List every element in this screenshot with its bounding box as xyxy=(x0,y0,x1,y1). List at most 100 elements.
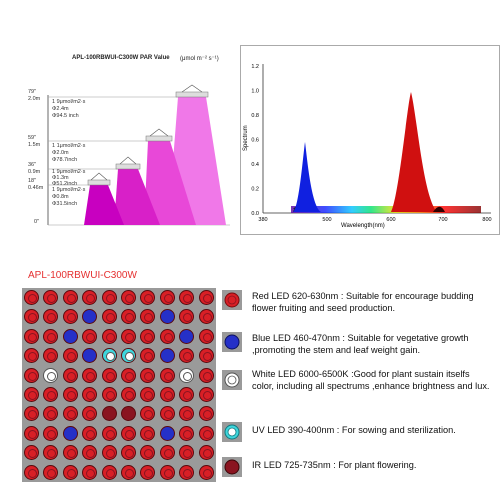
beam-2 xyxy=(114,169,160,225)
beam-3 xyxy=(144,141,196,225)
red-led xyxy=(24,387,39,402)
blue-peak xyxy=(293,142,321,212)
level-diameter-m: Φ2.4m xyxy=(52,106,69,112)
level-diameter-in: Φ78.7inch xyxy=(52,157,78,163)
red-led xyxy=(179,406,195,422)
red-led xyxy=(62,406,78,422)
red-led xyxy=(198,406,214,422)
red-led xyxy=(121,464,136,480)
red-led xyxy=(43,290,59,305)
spectrum-ytick: 0.8 xyxy=(251,113,259,119)
red-led xyxy=(82,406,98,422)
spectrum-xtick: 800 xyxy=(482,217,491,223)
red-led xyxy=(43,425,59,441)
spectrum-xtick: 700 xyxy=(438,217,447,223)
level-feet: 79" xyxy=(28,89,37,95)
spectrum-ylabel: Spectrum xyxy=(243,125,249,151)
par-panel: APL-100RBWUI-C300W PAR Value (μmol m⁻² s… xyxy=(0,45,240,235)
red-led xyxy=(179,309,195,325)
led-grid xyxy=(22,288,216,482)
red-led xyxy=(159,328,175,344)
red-led xyxy=(82,290,98,305)
uv-led xyxy=(121,348,136,364)
spectrum-ytick: 1.0 xyxy=(251,89,259,95)
red-led xyxy=(82,425,98,441)
uv-led-icon xyxy=(222,422,242,442)
level-feet: 0" xyxy=(34,219,40,225)
red-led xyxy=(24,309,39,325)
red-led xyxy=(82,367,98,383)
red-led xyxy=(198,464,214,480)
white-led-icon xyxy=(222,370,242,390)
red-led xyxy=(43,464,59,480)
level-diameter-m: Φ0.8m xyxy=(52,194,69,200)
red-led xyxy=(140,348,156,364)
par-unit: (μmol m⁻² s⁻¹) xyxy=(180,56,219,62)
red-led xyxy=(43,348,59,364)
red-led xyxy=(43,309,59,325)
spectrum-ytick: 0.6 xyxy=(251,138,259,144)
par-title: APL-100RBWUI-C300W PAR Value xyxy=(72,55,170,61)
red-led xyxy=(101,309,117,325)
red-led xyxy=(43,406,59,422)
level-meters: 0.9m xyxy=(28,169,41,175)
spectrum-xlabel: Wavelength(nm) xyxy=(341,223,385,229)
lamp-icon xyxy=(87,179,111,186)
blue-led xyxy=(62,425,78,441)
red-led xyxy=(198,290,214,305)
red-led xyxy=(121,387,136,402)
red-led xyxy=(198,309,214,325)
ir-led xyxy=(101,406,117,422)
red-led xyxy=(121,425,136,441)
white-led xyxy=(179,367,195,383)
red-led xyxy=(140,425,156,441)
red-led xyxy=(140,328,156,344)
red-led xyxy=(24,367,39,383)
red-led xyxy=(62,348,78,364)
level-diameter-in: Φ31.5inch xyxy=(52,201,78,207)
red-led xyxy=(101,425,117,441)
spectrum-chart: 0.0 0.2 0.4 0.6 0.8 1.0 1.2 380 500 600 700 800 xyxy=(251,64,492,223)
red-led-icon xyxy=(222,290,242,310)
red-led xyxy=(179,290,195,305)
red-led xyxy=(198,328,214,344)
red-led xyxy=(159,290,175,305)
level-diameter-in: Φ51.2inch xyxy=(52,181,78,187)
red-led xyxy=(43,387,59,402)
red-led xyxy=(62,387,78,402)
spectrum-ytick: 1.2 xyxy=(251,64,259,70)
level-diameter-m: Φ1.3m xyxy=(52,175,69,181)
red-led xyxy=(159,406,175,422)
red-led xyxy=(198,387,214,402)
red-led xyxy=(121,445,136,461)
lamp-icon xyxy=(175,91,209,98)
level-meters: 1.5m xyxy=(28,142,41,148)
red-led xyxy=(179,387,195,402)
red-led xyxy=(140,367,156,383)
red-led xyxy=(101,464,117,480)
red-led xyxy=(121,309,136,325)
par-diagram xyxy=(47,84,230,226)
red-led xyxy=(159,464,175,480)
ir-led-icon xyxy=(222,457,242,477)
level-feet: 18" xyxy=(28,178,37,184)
red-led xyxy=(101,367,117,383)
blue-led xyxy=(62,328,78,344)
red-led xyxy=(43,445,59,461)
red-led xyxy=(101,290,117,305)
red-led xyxy=(159,445,175,461)
level-meters: 0.46m xyxy=(28,185,44,191)
spectrum-xtick: 600 xyxy=(386,217,395,223)
red-led xyxy=(101,445,117,461)
red-led xyxy=(43,328,59,344)
level-meters: 2.0m xyxy=(28,96,41,102)
red-led xyxy=(198,348,214,364)
lamp-icon xyxy=(145,135,173,142)
red-led xyxy=(101,328,117,344)
red-led xyxy=(82,387,98,402)
red-led xyxy=(179,348,195,364)
white-led xyxy=(43,367,59,383)
red-led xyxy=(24,464,39,480)
red-led xyxy=(179,464,195,480)
blue-led-icon xyxy=(222,332,242,352)
